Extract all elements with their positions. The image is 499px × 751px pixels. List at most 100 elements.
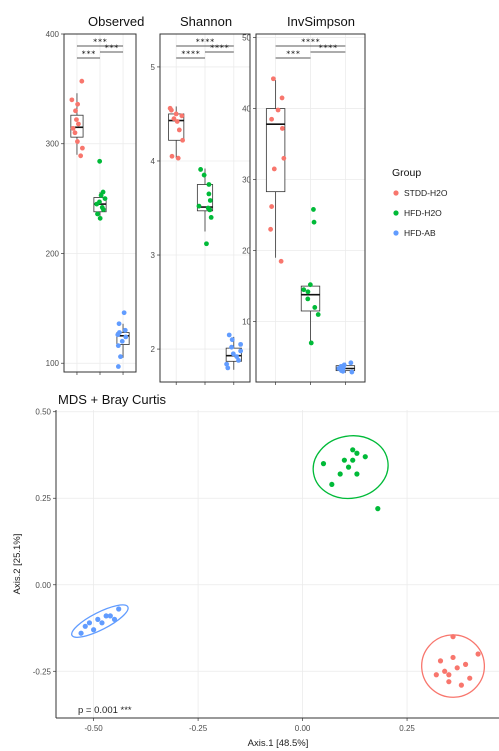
- data-point: [171, 116, 177, 122]
- legend-title: Group: [392, 167, 421, 179]
- data-point: [95, 616, 101, 622]
- confidence-ellipse: [421, 634, 486, 698]
- legend-entry: HFD-AB: [404, 228, 436, 238]
- data-point: [345, 464, 352, 470]
- mds-panel: MDS + Bray Curtis -0.50 -0.25 0.00 0.25 -0.25…: [12, 392, 499, 749]
- significance-label: ****: [181, 50, 200, 59]
- data-point: [340, 368, 346, 374]
- y-tick-label: 40: [242, 105, 251, 114]
- data-point: [115, 332, 121, 338]
- significance-label: ***: [93, 38, 108, 47]
- data-point: [305, 296, 311, 302]
- data-point: [350, 447, 356, 453]
- y-tick-label: 200: [46, 249, 60, 258]
- significance-label: ***: [104, 44, 119, 53]
- data-point: [269, 116, 275, 122]
- y-tick-label: 2: [151, 345, 156, 354]
- data-point: [201, 172, 207, 178]
- data-point: [234, 354, 240, 360]
- y-tick-label: 4: [151, 157, 156, 166]
- data-point: [229, 337, 235, 343]
- data-point: [462, 661, 469, 667]
- panel-frame: [159, 33, 251, 383]
- data-point: [97, 215, 103, 221]
- data-point: [271, 166, 277, 172]
- data-point: [279, 95, 285, 101]
- legend-swatch: [393, 190, 399, 196]
- data-point: [269, 204, 275, 209]
- data-point: [99, 620, 105, 626]
- data-point: [72, 130, 78, 136]
- data-point: [320, 461, 327, 467]
- y-tick-label: 5: [151, 63, 156, 72]
- significance-label: ****: [318, 44, 337, 53]
- data-point: [230, 351, 236, 357]
- data-point: [311, 207, 316, 212]
- data-point: [458, 682, 464, 688]
- data-point: [69, 97, 75, 103]
- data-point: [79, 145, 85, 151]
- data-point: [275, 107, 281, 113]
- confidence-ellipse: [312, 435, 389, 500]
- data-point: [442, 668, 448, 674]
- data-point: [75, 139, 80, 144]
- data-point: [301, 287, 307, 293]
- box: [196, 184, 214, 212]
- data-point: [350, 457, 356, 463]
- data-point: [433, 672, 439, 678]
- panel-title: InvSimpson: [287, 14, 355, 29]
- data-point: [278, 258, 284, 264]
- data-point: [95, 211, 100, 217]
- data-point: [454, 665, 460, 671]
- data-point: [362, 454, 368, 460]
- data-point: [82, 623, 88, 629]
- y-tick-label: 20: [242, 247, 251, 256]
- panel-title: Observed: [88, 14, 144, 29]
- data-point: [206, 182, 212, 187]
- data-point: [173, 111, 179, 117]
- x-tick-label: 0.25: [399, 724, 415, 733]
- data-point: [238, 348, 244, 354]
- data-point: [354, 471, 360, 477]
- legend-swatch: [393, 230, 399, 236]
- data-point: [225, 365, 231, 371]
- data-point: [74, 117, 79, 122]
- data-point: [91, 627, 97, 633]
- data-point: [78, 153, 84, 159]
- legend-swatch: [393, 210, 399, 216]
- y-tick-label: 10: [242, 318, 251, 327]
- legend-entry: HFD-H2O: [404, 208, 442, 218]
- data-point: [86, 620, 93, 626]
- data-point: [102, 196, 108, 202]
- significance-label: ***: [286, 50, 301, 59]
- data-point: [75, 101, 81, 107]
- panel-frame: [255, 33, 366, 383]
- data-point: [206, 191, 212, 197]
- data-point: [226, 332, 232, 338]
- data-point: [76, 121, 81, 127]
- significance-label: ****: [301, 38, 320, 47]
- data-point: [311, 219, 317, 225]
- panel-frame: [63, 33, 137, 373]
- x-tick-label: -0.25: [189, 724, 208, 733]
- data-point: [315, 312, 321, 317]
- data-point: [208, 215, 214, 220]
- data-point: [107, 613, 113, 619]
- significance-label: ****: [210, 44, 229, 53]
- data-point: [305, 289, 311, 295]
- data-point: [375, 506, 381, 512]
- data-point: [467, 675, 473, 681]
- data-point: [268, 226, 274, 232]
- data-point: [98, 192, 104, 198]
- data-point: [121, 310, 127, 316]
- data-point: [119, 338, 125, 344]
- data-point: [198, 167, 204, 172]
- data-point: [450, 654, 456, 661]
- y-tick-label: 0.25: [35, 494, 51, 503]
- y-tick-label: 50: [242, 34, 251, 43]
- data-point: [238, 341, 244, 347]
- y-tick-label: -0.25: [33, 667, 52, 676]
- data-point: [229, 344, 234, 350]
- data-point: [446, 672, 452, 678]
